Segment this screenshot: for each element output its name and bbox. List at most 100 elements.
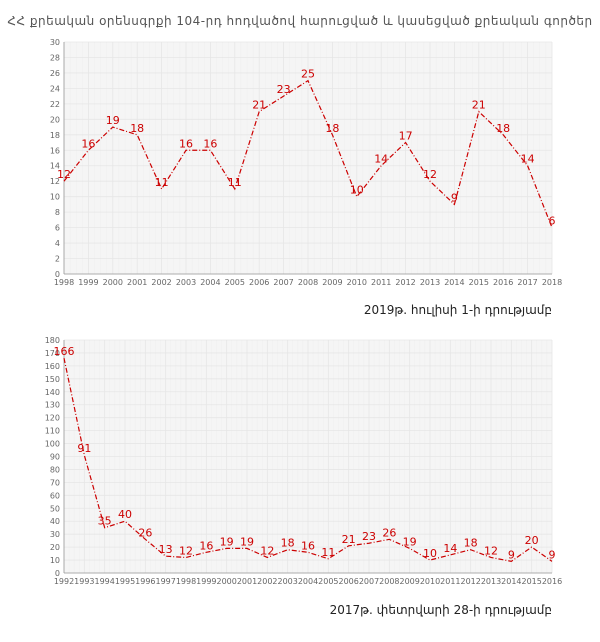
data-label: 9 [549, 548, 556, 561]
data-label: 11 [321, 546, 335, 559]
y-tick-label: 30 [50, 530, 60, 539]
data-label: 25 [301, 68, 315, 81]
y-tick-label: 40 [50, 517, 60, 526]
data-label: 19 [240, 535, 254, 548]
data-label: 23 [277, 83, 291, 96]
data-label: 14 [374, 153, 388, 166]
series-line [63, 79, 553, 228]
data-label: 18 [281, 537, 295, 550]
data-label: 35 [98, 515, 112, 528]
data-label: 14 [521, 153, 535, 166]
x-tick-label: 1996 [135, 577, 155, 586]
data-label: 12 [57, 168, 71, 181]
x-tick-label: 1999 [196, 577, 216, 586]
y-tick-label: 22 [50, 100, 60, 109]
data-label: 16 [199, 539, 213, 552]
y-tick-label: 20 [50, 543, 60, 552]
series-line [63, 357, 553, 562]
x-tick-label: 2013 [481, 577, 501, 586]
data-label: 26 [382, 526, 396, 539]
page-title: ՀՀ քրեական օրենսգրքի 104-րդ հոդվածով հար… [7, 14, 593, 28]
x-tick-label: 2000 [103, 278, 123, 287]
x-tick-label: 1993 [74, 577, 94, 586]
y-tick-label: 24 [50, 84, 60, 93]
data-label: 17 [399, 130, 413, 143]
y-tick-label: 26 [50, 69, 60, 78]
x-tick-label: 1992 [54, 577, 74, 586]
x-tick-label: 2005 [225, 278, 245, 287]
data-label: 16 [301, 539, 315, 552]
x-tick-label: 2002 [151, 278, 171, 287]
x-tick-label: 2008 [379, 577, 399, 586]
x-tick-label: 2014 [501, 577, 521, 586]
data-label: 16 [81, 137, 95, 150]
data-label: 23 [362, 530, 376, 543]
x-tick-label: 1995 [115, 577, 135, 586]
y-tick-label: 0 [55, 270, 60, 279]
y-tick-label: 10 [50, 193, 60, 202]
data-label: 21 [342, 533, 356, 546]
x-tick-label: 2009 [399, 577, 419, 586]
y-tick-label: 170 [45, 349, 60, 358]
data-label: 19 [220, 535, 234, 548]
data-label: 18 [325, 122, 339, 135]
y-tick-label: 120 [45, 414, 60, 423]
x-tick-label: 2008 [298, 278, 318, 287]
x-tick-label: 2013 [420, 278, 440, 287]
data-label: 19 [403, 535, 417, 548]
x-tick-label: 2010 [347, 278, 367, 287]
data-label: 166 [54, 345, 75, 358]
x-tick-label: 2015 [521, 577, 541, 586]
data-label: 10 [350, 184, 364, 197]
y-tick-label: 0 [55, 569, 60, 578]
x-tick-label: 2005 [318, 577, 338, 586]
y-tick-label: 10 [50, 556, 60, 565]
data-label: 11 [228, 176, 242, 189]
y-tick-label: 50 [50, 504, 60, 513]
y-tick-label: 6 [55, 224, 60, 233]
data-label: 18 [130, 122, 144, 135]
x-tick-label: 2012 [460, 577, 480, 586]
y-tick-label: 80 [50, 465, 60, 474]
data-label: 10 [423, 547, 437, 560]
x-tick-label: 2006 [249, 278, 269, 287]
y-tick-label: 28 [50, 53, 60, 62]
y-tick-label: 140 [45, 388, 60, 397]
x-tick-label: 2011 [371, 278, 391, 287]
y-tick-label: 180 [45, 336, 60, 345]
y-tick-label: 130 [45, 401, 60, 410]
data-label: 16 [203, 137, 217, 150]
chart-bottom-caption: 2017թ. փետրվարի 28-ի դրությամբ [329, 603, 552, 617]
y-tick-label: 20 [50, 115, 60, 124]
y-tick-label: 100 [45, 440, 60, 449]
x-tick-label: 2003 [277, 577, 297, 586]
x-tick-label: 2007 [273, 278, 293, 287]
x-tick-label: 1998 [176, 577, 196, 586]
x-tick-label: 1997 [155, 577, 175, 586]
chart-bottom: 1992 1993 1994 1995 1996 1997 1998 1999 2000 2001… [45, 336, 562, 586]
data-label: 26 [138, 526, 152, 539]
data-label: 14 [443, 542, 457, 555]
y-tick-label: 90 [50, 453, 60, 462]
data-label: 16 [179, 137, 193, 150]
y-tick-label: 8 [55, 208, 60, 217]
x-tick-label: 2015 [469, 278, 489, 287]
y-tick-label: 2 [55, 255, 60, 264]
y-tick-label: 70 [50, 478, 60, 487]
x-tick-label: 2012 [395, 278, 415, 287]
y-tick-label: 150 [45, 375, 60, 384]
data-label: 9 [451, 191, 458, 204]
data-label: 12 [423, 168, 437, 181]
x-tick-label: 2007 [359, 577, 379, 586]
y-tick-label: 160 [45, 362, 60, 371]
data-label: 12 [260, 544, 274, 557]
data-label: 19 [106, 114, 120, 127]
y-tick-label: 110 [45, 427, 60, 436]
x-tick-label: 2016 [542, 577, 562, 586]
y-tick-label: 16 [50, 146, 60, 155]
data-label: 13 [159, 543, 173, 556]
y-tick-label: 4 [55, 239, 60, 248]
data-label: 20 [525, 534, 539, 547]
y-tick-label: 12 [50, 177, 60, 186]
data-label: 12 [484, 544, 498, 557]
